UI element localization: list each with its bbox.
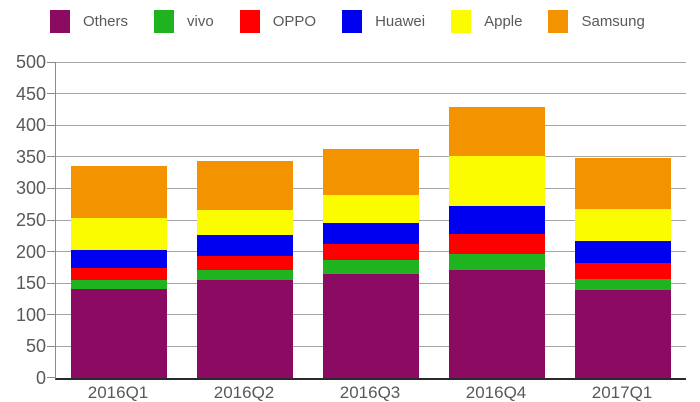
y-tick-label-400: 400	[15, 115, 46, 136]
x-tick-label-2017Q1: 2017Q1	[591, 383, 653, 402]
y-axis-tick-250	[47, 219, 56, 221]
y-tick-label-350: 350	[15, 146, 46, 167]
legend-swatch-samsung	[548, 9, 569, 33]
y-axis-tick-100	[47, 314, 56, 316]
legend-label-samsung: Samsung	[581, 12, 645, 30]
x-tick-label-2016Q3: 2016Q3	[339, 383, 401, 402]
segment-others-2016Q3	[323, 273, 419, 378]
legend-label-vivo: vivo	[187, 12, 214, 30]
legend-swatch-huawei	[342, 9, 363, 33]
legend-item-others: Others	[50, 9, 129, 33]
y-axis-tick-0	[47, 377, 56, 378]
y-axis-tick-450	[47, 93, 56, 95]
legend-item-samsung: Samsung	[548, 9, 645, 33]
y-tick-label-500: 500	[15, 52, 46, 72]
y-axis-tick-200	[47, 251, 56, 253]
legend-label-others: Others	[83, 12, 129, 30]
legend-label-huawei: Huawei	[375, 12, 426, 30]
segment-vivo-2016Q2	[197, 269, 293, 281]
gridline-y-400	[56, 124, 686, 126]
legend-label-oppo: OPPO	[272, 12, 317, 30]
segment-oppo-2016Q1	[71, 267, 167, 280]
stacked-bar-2016Q2	[197, 62, 293, 378]
segment-apple-2016Q3	[323, 194, 419, 224]
bar-slot-2016Q3	[308, 62, 434, 378]
y-axis-tick-300	[47, 187, 56, 189]
segment-vivo-2016Q1	[71, 279, 167, 289]
x-tick-label-2016Q1: 2016Q1	[87, 383, 149, 402]
legend-swatch-oppo	[239, 9, 260, 33]
legend-swatch-others	[50, 9, 70, 33]
stacked-bar-2016Q1	[71, 62, 167, 378]
segment-vivo-2016Q4	[449, 254, 545, 271]
legend-item-huawei: Huawei	[342, 9, 426, 33]
segment-huawei-2016Q1	[71, 250, 167, 268]
segment-samsung-2016Q3	[323, 148, 419, 195]
bar-slot-2016Q2	[182, 62, 308, 378]
segment-oppo-2016Q3	[323, 244, 419, 261]
gridline-y-450	[56, 93, 686, 95]
segment-samsung-2017Q1	[575, 158, 671, 209]
legend-swatch-apple	[451, 9, 472, 33]
y-axis-tick-350	[47, 156, 56, 158]
stacked-bar-2016Q3	[323, 62, 419, 378]
bar-slot-2016Q4	[434, 62, 560, 378]
bar-slot-2017Q1	[560, 62, 686, 378]
legend-label-apple: Apple	[484, 12, 523, 30]
y-axis-tick-500	[47, 61, 56, 63]
segment-samsung-2016Q2	[197, 161, 293, 210]
segment-apple-2016Q2	[197, 209, 293, 236]
segment-samsung-2016Q1	[71, 166, 167, 219]
legend-swatch-vivo	[154, 9, 175, 33]
segment-huawei-2016Q3	[323, 223, 419, 245]
y-axis-tick-150	[47, 282, 56, 284]
legend-item-vivo: vivo	[154, 9, 214, 33]
segment-oppo-2016Q2	[197, 255, 293, 270]
segment-others-2017Q1	[575, 290, 671, 378]
segment-others-2016Q2	[197, 280, 293, 378]
segment-vivo-2016Q3	[323, 260, 419, 274]
segment-huawei-2017Q1	[575, 241, 671, 263]
y-tick-label-150: 150	[15, 273, 46, 294]
bar-slot-2016Q1	[56, 62, 182, 378]
segment-oppo-2017Q1	[575, 262, 671, 279]
gridline-y-500	[56, 61, 686, 63]
segment-apple-2017Q1	[575, 208, 671, 242]
segment-huawei-2016Q4	[449, 205, 545, 235]
segment-oppo-2016Q4	[449, 234, 545, 255]
stacked-bar-2016Q4	[449, 62, 545, 378]
y-tick-label-100: 100	[15, 304, 46, 325]
y-tick-label-200: 200	[15, 241, 46, 262]
x-axis-labels: 2016Q1 2016Q2 2016Q3 2016Q4 2017Q1	[55, 383, 685, 402]
x-tick-label-2016Q4: 2016Q4	[465, 383, 527, 402]
x-tick-label-2016Q2: 2016Q2	[213, 383, 275, 402]
legend-item-oppo: OPPO	[239, 9, 317, 33]
segment-apple-2016Q1	[71, 218, 167, 251]
y-tick-label-50: 50	[25, 336, 46, 357]
bars-container	[56, 62, 686, 378]
legend-item-apple: Apple	[451, 9, 523, 33]
y-tick-label-300: 300	[15, 178, 46, 199]
y-axis-tick-400	[47, 124, 56, 126]
y-tick-label-450: 450	[15, 83, 46, 104]
y-tick-label-0: 0	[35, 368, 46, 388]
segment-vivo-2017Q1	[575, 278, 671, 291]
y-tick-label-250: 250	[15, 210, 46, 230]
segment-huawei-2016Q2	[197, 235, 293, 256]
stacked-bar-2017Q1	[575, 62, 671, 378]
segment-others-2016Q1	[71, 288, 167, 378]
plot-area	[47, 61, 686, 380]
segment-others-2016Q4	[449, 270, 545, 378]
segment-samsung-2016Q4	[449, 107, 545, 157]
y-axis-tick-50	[47, 345, 56, 347]
segment-apple-2016Q4	[449, 156, 545, 206]
chart-legend: Others vivo OPPO Huawei Apple Samsung	[50, 8, 645, 34]
